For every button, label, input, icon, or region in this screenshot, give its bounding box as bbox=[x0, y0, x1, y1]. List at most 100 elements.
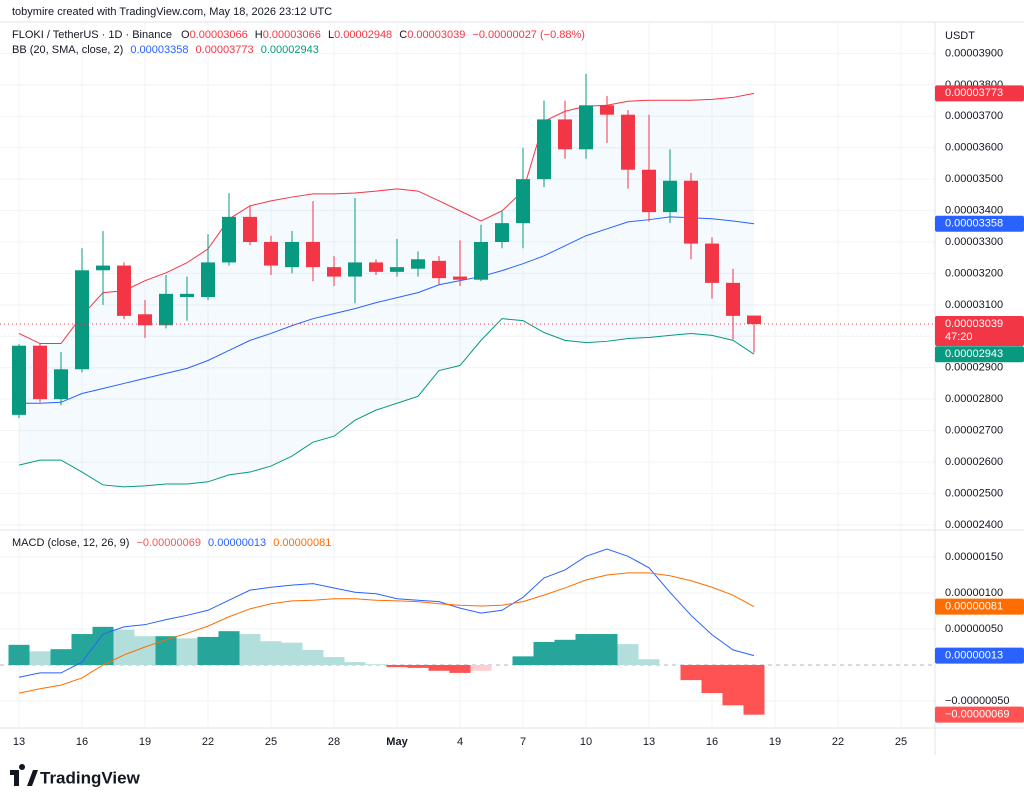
close-value: 0.00003039 bbox=[407, 29, 465, 41]
candle-body bbox=[747, 315, 761, 325]
candle-body bbox=[243, 216, 257, 242]
plot bbox=[0, 73, 935, 715]
histogram-bar bbox=[8, 644, 30, 665]
histogram-bar bbox=[596, 634, 618, 665]
y-tick-label: 0.00000050 bbox=[945, 623, 1003, 635]
candle-body bbox=[495, 223, 509, 242]
candle-body bbox=[222, 216, 236, 263]
legend-key: H bbox=[255, 29, 263, 41]
macd-value: 0.00000013 bbox=[208, 537, 266, 549]
legend-key: O bbox=[181, 29, 190, 41]
candle-body bbox=[159, 293, 173, 326]
histogram-label: −0.00000069 bbox=[945, 709, 1010, 721]
candle-body bbox=[348, 262, 362, 277]
histogram-bar bbox=[743, 665, 765, 715]
candle-body bbox=[537, 119, 551, 180]
histogram-bar bbox=[512, 656, 534, 665]
candle-body bbox=[264, 242, 278, 266]
x-tick-label: 22 bbox=[202, 736, 214, 748]
candle-body bbox=[75, 270, 89, 370]
histogram-bar bbox=[701, 665, 723, 694]
y-tick-label: 0.00002600 bbox=[945, 456, 1003, 468]
symbol: FLOKI / TetherUS · 1D · Binance bbox=[12, 29, 172, 41]
candle-body bbox=[180, 293, 194, 297]
y-tick-label: 0.00002400 bbox=[945, 519, 1003, 531]
candle-body bbox=[579, 105, 593, 150]
legend-key: L bbox=[328, 29, 334, 41]
candle-body bbox=[516, 179, 530, 224]
bb-basis-label-box bbox=[935, 215, 1024, 232]
bb-basis-label: 0.00003358 bbox=[945, 218, 1003, 230]
y-tick-label: 0.00003700 bbox=[945, 110, 1003, 122]
histogram-bar bbox=[680, 665, 702, 681]
grid bbox=[0, 22, 935, 728]
candle-body bbox=[390, 267, 404, 272]
signal-label: 0.00000081 bbox=[945, 601, 1003, 613]
y-tick-label: 0.00003300 bbox=[945, 236, 1003, 248]
y-tick-label: 0.00000100 bbox=[945, 587, 1003, 599]
candle-body bbox=[474, 242, 488, 280]
candle-body bbox=[12, 345, 26, 415]
x-tick-label: 10 bbox=[580, 736, 592, 748]
histogram-bar bbox=[155, 636, 177, 665]
histogram-bar bbox=[176, 638, 198, 665]
x-tick-label: 16 bbox=[76, 736, 88, 748]
y-tick-label: 0.00003900 bbox=[945, 47, 1003, 59]
y-tick-label: 0.00003100 bbox=[945, 299, 1003, 311]
histogram-label-box bbox=[935, 706, 1024, 723]
histogram-bar bbox=[113, 629, 135, 665]
logo-text: TradingView bbox=[40, 768, 141, 787]
x-tick-label: 19 bbox=[139, 736, 151, 748]
y-tick-label: 0.00000150 bbox=[945, 551, 1003, 563]
bb-upper-label-box bbox=[935, 85, 1024, 102]
candle-body bbox=[621, 114, 635, 170]
macd-line bbox=[18, 548, 755, 678]
bb-line bbox=[18, 92, 755, 345]
legend-key: C bbox=[399, 29, 407, 41]
histogram-bar bbox=[218, 631, 240, 665]
candle-body bbox=[369, 262, 383, 272]
signal-label-box bbox=[935, 598, 1024, 615]
price-legend: FLOKI / TetherUS · 1D · Binance O 0.00003… bbox=[12, 29, 585, 41]
candle-body bbox=[600, 105, 614, 115]
signal-value: 0.00000081 bbox=[273, 537, 331, 549]
y-tick-label: 0.00003500 bbox=[945, 173, 1003, 185]
band-fill bbox=[19, 93, 754, 487]
x-tick-label: 4 bbox=[457, 736, 463, 748]
histogram-bar bbox=[533, 641, 555, 665]
bb-upper-value: 0.00003773 bbox=[196, 44, 254, 56]
candle-body bbox=[726, 282, 740, 316]
last-price-label-countdown: 47:20 bbox=[945, 331, 973, 343]
axis-labels: 13 16 19 22 25 28 May 4 7 10 13 16 19 22 25 0.00002400 0… bbox=[13, 47, 1024, 748]
histogram-bar bbox=[239, 634, 261, 665]
histogram-bar bbox=[638, 659, 660, 665]
histogram-bar bbox=[302, 649, 324, 665]
indicator-name: BB (20, SMA, close, 2) bbox=[12, 44, 123, 56]
bb-lower-label-box bbox=[935, 346, 1024, 363]
x-tick-label: 25 bbox=[265, 736, 277, 748]
histogram-bar bbox=[71, 634, 93, 665]
candle-body bbox=[54, 369, 68, 400]
histogram-bar bbox=[281, 642, 303, 665]
bb-lower-value: 0.00002943 bbox=[261, 44, 319, 56]
macd-label-box bbox=[935, 647, 1024, 664]
currency-box bbox=[936, 23, 1024, 47]
histogram-bar bbox=[29, 651, 51, 665]
bb-line bbox=[18, 318, 755, 488]
x-tick-label: 28 bbox=[328, 736, 340, 748]
x-tick-label: 13 bbox=[13, 736, 25, 748]
histogram-bar bbox=[344, 662, 366, 665]
x-tick-label: 7 bbox=[520, 736, 526, 748]
bb-basis-value: 0.00003358 bbox=[130, 44, 188, 56]
bb-lower-label: 0.00002943 bbox=[945, 348, 1003, 360]
candle-body bbox=[642, 169, 656, 213]
candle-body bbox=[285, 242, 299, 268]
bb-line bbox=[19, 216, 755, 404]
histogram-bar bbox=[365, 664, 387, 665]
candle-body bbox=[411, 259, 425, 269]
high-value: 0.00003066 bbox=[263, 29, 321, 41]
histogram-bar bbox=[407, 665, 429, 668]
change: −0.00000027 (−0.88%) bbox=[472, 29, 585, 41]
